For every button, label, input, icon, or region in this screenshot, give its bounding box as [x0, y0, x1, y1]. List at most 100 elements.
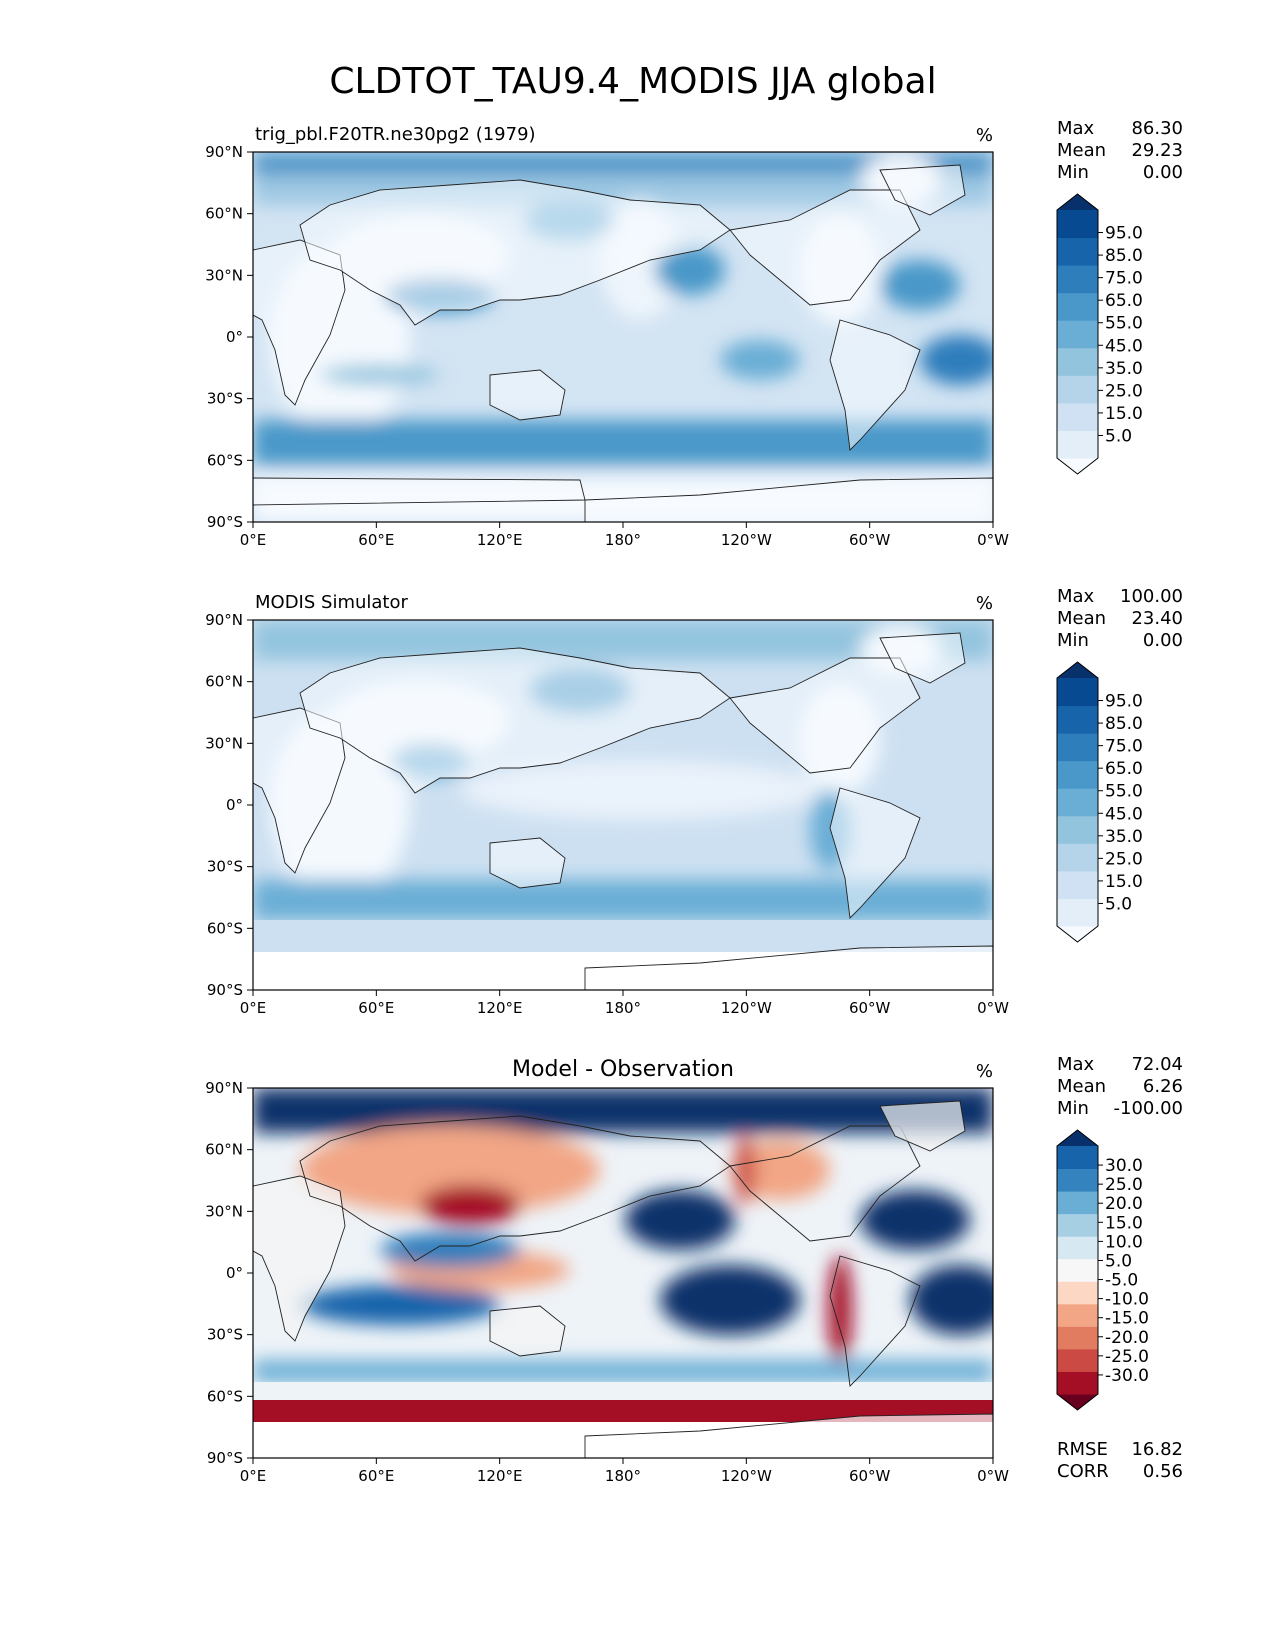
colorbar-band [1057, 210, 1098, 239]
y-tick-label: 60°S [207, 451, 243, 469]
y-tick-label: 90°N [205, 611, 243, 629]
stat-value-min: 0.00 [1143, 162, 1183, 183]
panel-difference-title: Model - Observation [512, 1057, 734, 1082]
colorbar-tick-label: 95.0 [1105, 692, 1143, 712]
x-tick-label: 120°E [477, 1467, 523, 1485]
colorbar-band [1057, 870, 1098, 899]
y-tick-label: 0° [226, 1264, 243, 1282]
x-tick-label: 180° [605, 1467, 641, 1485]
colorbar-band [1057, 760, 1098, 789]
colorbar-tick-label: 55.0 [1105, 782, 1143, 802]
panel-difference-map [253, 1088, 993, 1458]
y-tick-label: 60°S [207, 1387, 243, 1405]
colorbar-band [1057, 733, 1098, 762]
colorbar-band [1057, 1326, 1098, 1350]
colorbar-tick-label: 10.0 [1105, 1232, 1143, 1252]
colorbar-tick-label: 15.0 [1105, 872, 1143, 892]
y-tick-label: 30°S [207, 390, 243, 408]
colorbar-tick-label: 15.0 [1105, 404, 1143, 424]
stat-value-max: 100.00 [1120, 586, 1183, 607]
panel-difference-units: % [976, 1061, 993, 1082]
colorbar-tick-label: 85.0 [1105, 246, 1143, 266]
y-tick-label: 60°N [205, 205, 243, 223]
colorbar-tick-label: 5.0 [1105, 426, 1132, 446]
figure-title: CLDTOT_TAU9.4_MODIS JJA global [329, 61, 936, 102]
y-tick-label: 90°S [207, 1449, 243, 1467]
panel-difference-xticks: 0°E 60°E 120°E 180° 120°W 60°W 0°W [240, 1458, 1009, 1485]
colorbar-tick-label: 25.0 [1105, 849, 1143, 869]
stat-value-min: -100.00 [1114, 1098, 1183, 1119]
colorbar-tick-label: 35.0 [1105, 359, 1143, 379]
southern-ocean-bias [253, 1400, 993, 1422]
colorbar-tick-label: 25.0 [1105, 381, 1143, 401]
stat-value-max: 86.30 [1131, 118, 1183, 139]
panel-difference-stats: Max 72.04 Mean 6.26 Min -100.00 [1057, 1054, 1183, 1119]
colorbar-extend-high [1057, 662, 1098, 678]
colorbar-extend-high [1057, 194, 1098, 210]
x-tick-label: 120°W [721, 531, 772, 549]
stat-label-min: Min [1057, 1098, 1089, 1119]
colorbar-tick-label: 85.0 [1105, 714, 1143, 734]
x-tick-label: 60°W [849, 531, 891, 549]
panel-test-yticks: 90°N 60°N 30°N 0° 30°S 60°S 90°S [205, 143, 253, 531]
panel-difference-error-stats: RMSE 16.82 CORR 0.56 [1057, 1439, 1183, 1482]
colorbar-tick-label: 75.0 [1105, 737, 1143, 757]
panel-reference-colorbar: 95.085.0 75.065.0 55.045.0 35.025.0 15.05.0 [1056, 661, 1143, 943]
x-tick-label: 0°E [240, 1467, 267, 1485]
y-tick-label: 60°N [205, 1141, 243, 1159]
stat-label-max: Max [1057, 586, 1095, 607]
y-tick-label: 0° [226, 328, 243, 346]
coastlines [253, 164, 993, 522]
stat-label-max: Max [1057, 1054, 1095, 1075]
panel-reference-yticks: 90°N 60°N 30°N 0° 30°S 60°S 90°S [205, 611, 253, 999]
y-tick-label: 0° [226, 796, 243, 814]
y-tick-label: 90°S [207, 981, 243, 999]
colorbar-tick-label: 30.0 [1105, 1156, 1143, 1176]
x-tick-label: 60°W [849, 999, 891, 1017]
panel-test-xticks: 0°E 60°E 120°E 180° 120°W 60°W 0°W [240, 522, 1009, 549]
x-tick-label: 0°W [977, 999, 1009, 1017]
panel-reference-stats: Max 100.00 Mean 23.40 Min 0.00 [1057, 586, 1183, 651]
panel-test: 0°E 60°E 120°E 180° 120°W 60°W 0°W 90°N 60°N 30°… [205, 118, 1183, 549]
colorbar-tick-label: 65.0 [1105, 291, 1143, 311]
x-tick-label: 120°E [477, 531, 523, 549]
colorbar-extend-low [1057, 458, 1098, 474]
colorbar-band [1057, 678, 1098, 707]
stat-value-max: 72.04 [1131, 1054, 1183, 1075]
colorbar-band [1057, 402, 1098, 431]
stat-label-mean: Mean [1057, 1076, 1106, 1097]
stat-value-rmse: 16.82 [1131, 1439, 1183, 1460]
x-tick-label: 0°W [977, 1467, 1009, 1485]
panel-difference: 0°E 60°E 120°E 180° 120°W 60°W 0°W 90°N 60°N 30°… [205, 1054, 1183, 1485]
panel-difference-yticks: 90°N 60°N 30°N 0° 30°S 60°S 90°S [205, 1079, 253, 1467]
stat-label-rmse: RMSE [1057, 1439, 1108, 1460]
x-tick-label: 0°E [240, 531, 267, 549]
x-tick-label: 60°E [358, 999, 394, 1017]
colorbar-band [1057, 1348, 1098, 1372]
panel-reference-map [253, 620, 993, 990]
colorbar-band [1057, 320, 1098, 349]
colorbar-tick-label: -15.0 [1105, 1309, 1149, 1329]
colorbar-extend-low [1057, 926, 1098, 942]
colorbar-band [1057, 1191, 1098, 1215]
stat-value-mean: 29.23 [1131, 140, 1183, 161]
colorbar-band [1057, 1236, 1098, 1260]
panel-test-title: trig_pbl.F20TR.ne30pg2 (1979) [255, 124, 536, 145]
colorbar-outline [1056, 1129, 1099, 1411]
colorbar-tick-label: 15.0 [1105, 1213, 1143, 1233]
colorbar-tick-label: 5.0 [1105, 1251, 1132, 1271]
colorbar-tick-label: 95.0 [1105, 224, 1143, 244]
x-tick-label: 120°E [477, 999, 523, 1017]
panel-difference-colorbar: 30.025.020.015.010.05.0-5.0-10.0-15.0-20… [1056, 1129, 1149, 1411]
colorbar-tick-label: 75.0 [1105, 269, 1143, 289]
panel-reference-title: MODIS Simulator [255, 592, 408, 613]
panel-reference-xticks: 0°E 60°E 120°E 180° 120°W 60°W 0°W [240, 990, 1009, 1017]
coastlines [253, 632, 993, 990]
panel-reference: 0°E 60°E 120°E 180° 120°W 60°W 0°W 90°N 60°N 30°… [205, 586, 1183, 1017]
x-tick-label: 0°E [240, 999, 267, 1017]
colorbar-tick-label: 45.0 [1105, 804, 1143, 824]
stat-value-mean: 23.40 [1131, 608, 1183, 629]
panel-reference-units: % [976, 593, 993, 614]
colorbar-tick-label: 65.0 [1105, 759, 1143, 779]
